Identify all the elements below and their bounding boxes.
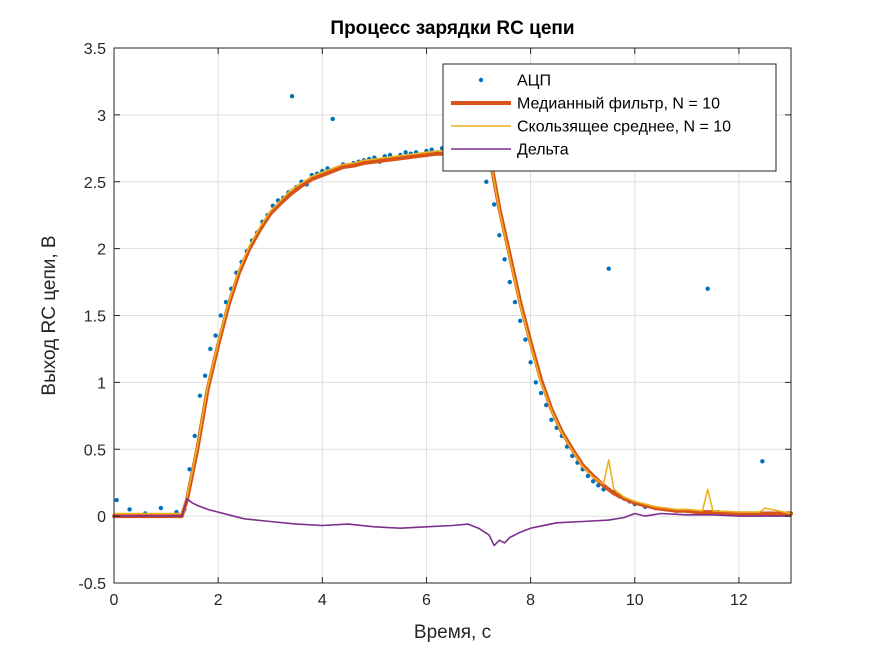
legend-box — [442, 63, 777, 172]
data-point — [218, 313, 223, 318]
legend-item: АЦП — [478, 73, 551, 90]
data-point — [403, 150, 408, 155]
data-point — [289, 93, 295, 99]
data-point — [585, 473, 591, 479]
x-tick-label: 0 — [110, 592, 119, 609]
data-point — [518, 318, 523, 324]
y-tick-label: 0.5 — [84, 442, 106, 459]
data-point — [528, 360, 533, 365]
data-point — [497, 233, 502, 238]
data-point — [213, 333, 218, 338]
data-point — [549, 417, 554, 423]
data-point — [484, 179, 489, 184]
legend-label: Дельта — [517, 142, 569, 159]
x-tick-label: 2 — [214, 592, 223, 609]
y-tick-label: 3 — [97, 108, 106, 125]
data-point — [570, 453, 575, 459]
data-point — [512, 299, 518, 305]
data-point — [523, 337, 528, 342]
data-point — [197, 393, 203, 398]
legend-item: Скользящее среднее, N = 10 — [451, 119, 731, 136]
data-point — [544, 402, 549, 408]
ticks: 0 2 4 6 8 10 12-0.500.511.522.533.5 — [78, 41, 791, 609]
data-point — [208, 346, 213, 352]
legend-label: Скользящее среднее, N = 10 — [517, 119, 731, 136]
series-3 — [113, 497, 792, 547]
y-tick-label: 2 — [97, 242, 106, 259]
series-line — [113, 497, 792, 547]
y-tick-label: 1.5 — [84, 309, 106, 326]
x-tick-label: 12 — [730, 592, 748, 609]
data-point — [760, 459, 765, 464]
x-axis-title: Время, с — [414, 622, 491, 643]
x-tick-label: 8 — [526, 592, 535, 609]
data-point — [491, 202, 497, 207]
data-point — [533, 380, 539, 385]
y-tick-label: 0 — [97, 509, 106, 526]
legend-marker — [478, 77, 484, 83]
x-tick-label: 6 — [422, 592, 431, 609]
legend-label: АЦП — [517, 73, 551, 90]
data-point — [202, 373, 208, 378]
y-axis-title: Выход RC цепи, В — [39, 235, 60, 395]
data-point — [127, 507, 132, 512]
data-point — [187, 467, 192, 472]
chart-title: Процесс зарядки RC цепи — [330, 18, 574, 39]
x-tick-label: 10 — [626, 592, 644, 609]
data-point — [502, 257, 507, 262]
data-point — [705, 286, 710, 291]
data-point — [114, 497, 119, 503]
data-point — [330, 116, 335, 122]
data-point — [590, 479, 596, 484]
data-point — [192, 433, 197, 439]
legend: АЦП Медианный фильтр, N = 10 Скользящее ср… — [442, 63, 777, 172]
legend-label: Медианный фильтр, N = 10 — [517, 96, 720, 113]
y-tick-label: -0.5 — [78, 576, 106, 593]
data-point — [538, 390, 544, 396]
x-tick-label: 4 — [318, 592, 327, 609]
y-tick-label: 2.5 — [84, 175, 106, 192]
y-tick-label: 1 — [97, 375, 106, 392]
legend-item: Дельта — [451, 142, 569, 159]
data-point — [606, 266, 611, 271]
data-point — [507, 279, 512, 285]
data-point — [158, 505, 164, 511]
y-tick-label: 3.5 — [84, 41, 106, 58]
legend-item: Медианный фильтр, N = 10 — [451, 96, 720, 113]
